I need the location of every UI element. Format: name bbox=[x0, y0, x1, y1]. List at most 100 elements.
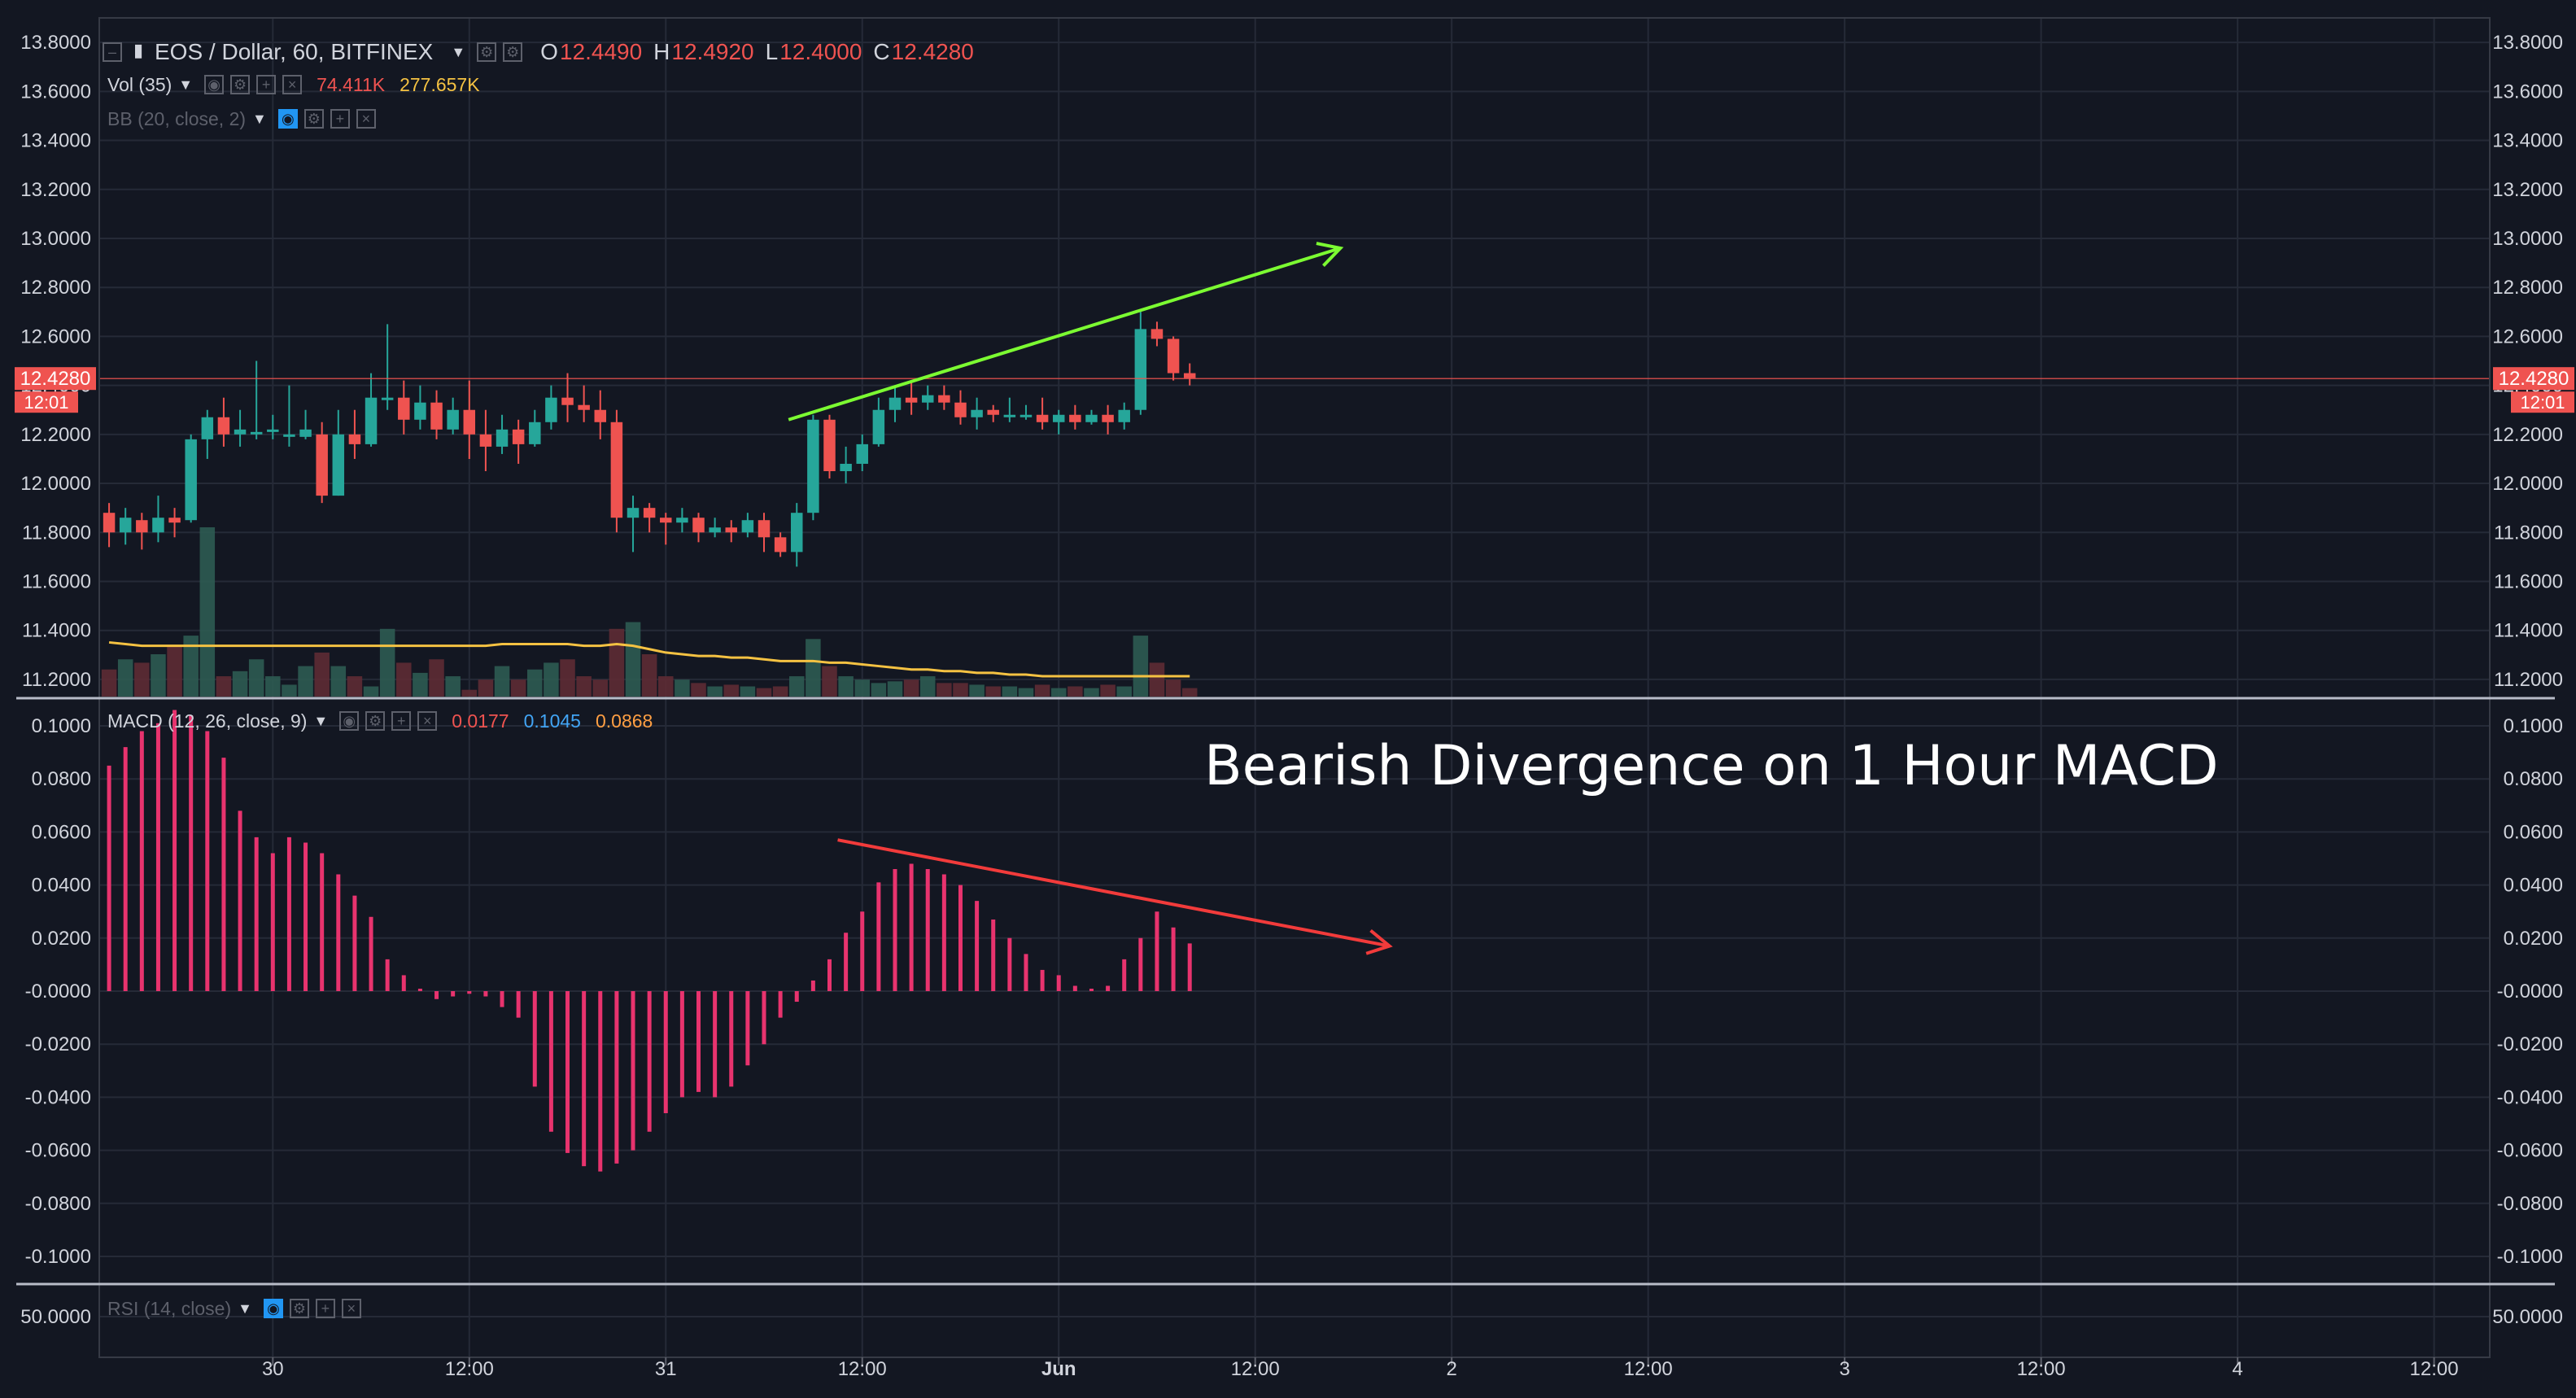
x-tick-label: 30 bbox=[262, 1358, 284, 1380]
volume-bar bbox=[1084, 688, 1099, 697]
candle-body bbox=[234, 429, 247, 435]
rsi-label[interactable]: RSI (14, close) bbox=[107, 1297, 232, 1319]
gear-icon[interactable]: ⚙ bbox=[230, 75, 251, 94]
eye-icon[interactable]: ◉ bbox=[339, 711, 360, 731]
price-tick-label-left: 12.6000 bbox=[20, 325, 91, 347]
candle-body bbox=[1069, 414, 1081, 422]
volume-bar bbox=[314, 652, 330, 697]
volume-bar bbox=[806, 639, 821, 697]
volume-bar bbox=[1116, 686, 1132, 697]
volume-bar bbox=[134, 662, 150, 697]
volume-bar bbox=[871, 683, 887, 697]
rsi-tick-label-left: 50.0000 bbox=[20, 1306, 91, 1328]
chevron-down-icon[interactable]: ▼ bbox=[238, 1300, 252, 1317]
chevron-down-icon[interactable]: ▼ bbox=[451, 43, 466, 60]
x-tick-label: 4 bbox=[2232, 1358, 2242, 1380]
x-tick-label: 31 bbox=[655, 1358, 677, 1380]
gear-icon[interactable]: ⚙ bbox=[303, 109, 324, 129]
volume-bar bbox=[625, 622, 641, 697]
price-tick-label-right: 11.2000 bbox=[2494, 669, 2563, 691]
candle-body bbox=[381, 397, 394, 400]
plus-icon[interactable]: + bbox=[391, 711, 412, 731]
eye-icon[interactable]: ◉ bbox=[277, 109, 298, 129]
volume-bar bbox=[691, 683, 706, 697]
price-tick-label-left: 11.6000 bbox=[22, 570, 91, 592]
candle-body bbox=[1183, 373, 1196, 378]
eye-icon[interactable]: ◉ bbox=[204, 75, 225, 94]
price-trend-arrow-head bbox=[1316, 242, 1344, 267]
candle-body bbox=[316, 434, 328, 496]
macd-tick-label-left: -0.0400 bbox=[25, 1086, 91, 1108]
candle-body bbox=[856, 443, 868, 464]
price-tick-label-left: 13.0000 bbox=[20, 228, 91, 250]
volume-bar bbox=[919, 676, 936, 697]
bb-label[interactable]: BB (20, close, 2) bbox=[107, 107, 247, 129]
macd-tick-label-right: -0.0000 bbox=[2497, 981, 2563, 1003]
price-tick-label-right: 11.4000 bbox=[2494, 620, 2563, 642]
plus-icon[interactable]: + bbox=[256, 75, 277, 94]
volume-bar bbox=[609, 628, 625, 697]
macd-tick-label-left: 0.0800 bbox=[32, 768, 91, 790]
price-tick-label-left: 12.0000 bbox=[20, 473, 91, 495]
symbol-title[interactable]: EOS / Dollar, 60, BITFINEX bbox=[155, 39, 434, 64]
volume-bar bbox=[461, 689, 478, 697]
price-tick-label-right: 13.6000 bbox=[2492, 81, 2563, 103]
close-icon[interactable]: × bbox=[356, 109, 376, 129]
countdown-value: 12:01 bbox=[24, 392, 68, 413]
macd-label[interactable]: MACD (12, 26, close, 9) bbox=[107, 710, 308, 732]
chevron-down-icon[interactable]: ▼ bbox=[252, 110, 267, 127]
macd-tick-label-left: -0.0200 bbox=[25, 1033, 91, 1055]
macd-tick-label-right: -0.0200 bbox=[2497, 1033, 2563, 1055]
plus-icon[interactable]: + bbox=[315, 1299, 335, 1318]
settings-icon[interactable]: ⚙ bbox=[477, 42, 497, 62]
gear-icon[interactable]: ⚙ bbox=[365, 711, 386, 731]
candle-body bbox=[561, 397, 574, 405]
collapse-icon[interactable]: – bbox=[103, 42, 122, 62]
candle-body bbox=[807, 419, 819, 513]
volume-bar bbox=[903, 679, 919, 697]
more-icon[interactable]: ⚙ bbox=[503, 42, 523, 62]
candle-body bbox=[348, 434, 361, 444]
chevron-down-icon[interactable]: ▼ bbox=[178, 76, 194, 93]
candle-body bbox=[430, 402, 443, 430]
candle-body bbox=[840, 463, 852, 472]
close-icon[interactable]: × bbox=[341, 1299, 361, 1318]
macd-histogram bbox=[107, 710, 1192, 1172]
volume-bar bbox=[953, 683, 968, 697]
volume-bar bbox=[985, 686, 1001, 697]
candle-body bbox=[1102, 414, 1114, 422]
bb-legend: BB (20, close, 2) ▼ ◉ ⚙ + × bbox=[107, 106, 382, 132]
candle-body bbox=[921, 395, 934, 403]
candle-body bbox=[987, 409, 999, 415]
price-tick-label-left: 13.6000 bbox=[20, 81, 91, 103]
gear-icon[interactable]: ⚙ bbox=[289, 1299, 309, 1318]
candle-body bbox=[447, 409, 459, 430]
plus-icon[interactable]: + bbox=[330, 109, 350, 129]
candle-body bbox=[299, 429, 312, 437]
eye-icon[interactable]: ◉ bbox=[263, 1299, 283, 1318]
rsi-tick-label-right: 50.0000 bbox=[2492, 1306, 2563, 1328]
price-trend-arrow bbox=[788, 247, 1341, 422]
candle-body bbox=[479, 434, 492, 447]
close-icon[interactable]: × bbox=[282, 75, 303, 94]
close-icon[interactable]: × bbox=[417, 711, 438, 731]
candle-body bbox=[217, 417, 230, 435]
price-tick-label-right: 12.6000 bbox=[2492, 325, 2563, 347]
volume-bars bbox=[101, 527, 1198, 697]
price-tick-label-right: 11.8000 bbox=[2494, 522, 2563, 544]
countdown-value: 12:01 bbox=[2520, 392, 2565, 413]
price-tick-label-left: 13.8000 bbox=[20, 32, 91, 54]
high-label: H bbox=[653, 39, 670, 64]
chevron-down-icon[interactable]: ▼ bbox=[313, 712, 329, 729]
volume-bar bbox=[413, 672, 428, 697]
countdown-badge bbox=[15, 391, 78, 413]
price-tick-label-right: 12.2000 bbox=[2492, 424, 2563, 446]
price-tick-label-right: 11.6000 bbox=[2494, 570, 2563, 592]
volume-label[interactable]: Vol (35) bbox=[107, 73, 172, 95]
candle-body bbox=[398, 397, 410, 420]
volume-bar bbox=[494, 666, 510, 697]
macd-tick-label-left: 0.0200 bbox=[32, 928, 91, 950]
flag-icon[interactable]: ▮ bbox=[133, 40, 144, 60]
signal-value: 0.1045 bbox=[523, 710, 581, 732]
